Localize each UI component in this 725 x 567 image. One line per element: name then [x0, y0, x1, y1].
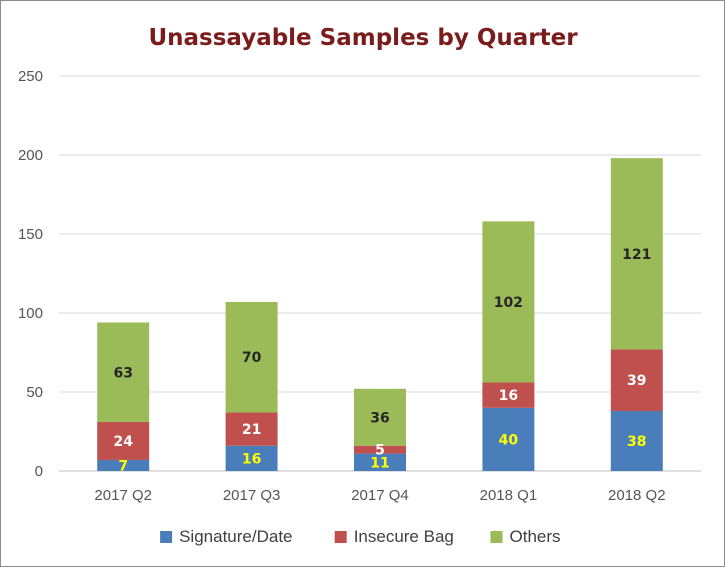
legend-swatch	[490, 531, 503, 543]
x-tick-label: 2018 Q1	[480, 487, 538, 504]
data-label: 11	[370, 455, 389, 471]
legend-label: Others	[510, 527, 561, 546]
bar-segment	[97, 322, 150, 423]
bar-segment	[482, 407, 535, 471]
bar-segment	[225, 301, 278, 413]
data-label: 121	[622, 247, 651, 263]
data-label: 21	[242, 422, 261, 438]
x-tick-label: 2017 Q4	[351, 487, 409, 504]
y-tick-label: 0	[35, 463, 43, 480]
legend-swatch	[334, 531, 347, 543]
chart-title: Unassayable Samples by Quarter	[148, 25, 578, 51]
y-tick-label: 50	[26, 384, 43, 401]
bar-segment	[354, 453, 406, 471]
legend-label: Insecure Bag	[354, 527, 454, 546]
data-label: 24	[113, 434, 133, 450]
y-axis-ticks: 0 50 100 150 200 250	[18, 68, 43, 480]
data-label: 38	[627, 434, 646, 450]
data-label: 7	[118, 458, 128, 474]
data-label: 16	[242, 451, 261, 467]
y-tick-label: 100	[18, 305, 43, 322]
legend-swatch	[160, 531, 173, 543]
bar-segment	[610, 410, 663, 471]
legend-label: Signature/Date	[179, 527, 292, 546]
bar-series	[97, 158, 663, 471]
bar-segment	[482, 221, 535, 383]
legend: Signature/Date Insecure Bag Others	[160, 527, 561, 546]
data-label: 70	[242, 350, 262, 366]
bar-segment	[482, 382, 535, 408]
data-label: 16	[499, 388, 518, 404]
data-label: 63	[113, 365, 132, 381]
bar-segment	[610, 349, 663, 411]
data-label: 40	[499, 432, 519, 448]
y-tick-label: 150	[18, 226, 43, 243]
x-tick-label: 2017 Q2	[94, 487, 152, 504]
x-tick-label: 2017 Q3	[223, 487, 281, 504]
bar-segment	[97, 459, 150, 471]
bar-segment	[97, 422, 150, 460]
bar-segment	[225, 412, 278, 446]
data-label: 39	[627, 373, 646, 389]
data-label: 5	[375, 443, 385, 459]
bar-segment	[610, 158, 663, 350]
bar-segment	[354, 445, 406, 454]
bar-segment	[354, 388, 406, 446]
data-labels: 7 24 63 16 21 70 115 36 40 16 102 38 39 121	[113, 247, 651, 475]
x-tick-label: 2018 Q2	[608, 487, 666, 504]
x-axis-ticks: 2017 Q2 2017 Q3 2017 Q4 2018 Q1 2018 Q2	[94, 487, 665, 504]
y-tick-label: 250	[18, 68, 43, 85]
data-label: 102	[494, 295, 523, 311]
bar-segment	[225, 445, 278, 471]
data-label: 36	[370, 410, 389, 426]
gridlines	[59, 75, 701, 472]
y-tick-label: 200	[18, 147, 43, 164]
